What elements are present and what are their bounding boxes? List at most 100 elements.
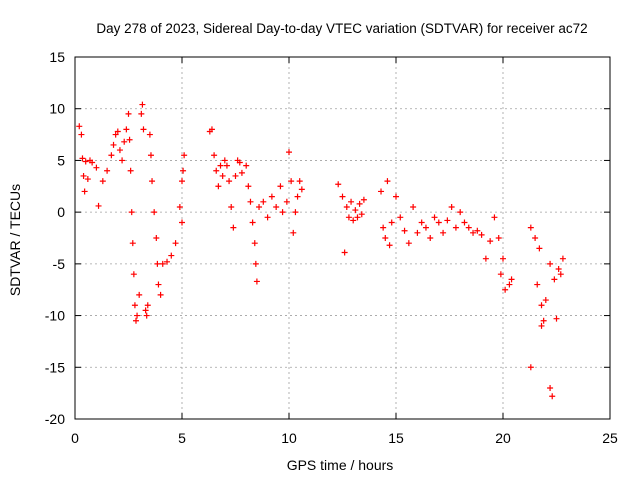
data-point — [553, 315, 560, 322]
data-point — [256, 203, 263, 210]
data-point — [82, 158, 89, 165]
data-point — [108, 152, 115, 159]
data-point — [414, 229, 421, 236]
data-point — [132, 317, 139, 324]
data-point — [99, 178, 106, 185]
data-point — [380, 224, 387, 231]
data-point — [81, 188, 88, 195]
data-point — [288, 178, 295, 185]
grid-lines — [75, 57, 610, 419]
data-point — [482, 255, 489, 262]
data-point — [260, 198, 267, 205]
data-point — [172, 240, 179, 247]
data-point — [547, 384, 554, 391]
data-point — [388, 219, 395, 226]
data-point — [448, 203, 455, 210]
data-point — [155, 281, 162, 288]
data-point — [89, 159, 96, 166]
data-point — [127, 167, 134, 174]
data-point — [422, 224, 429, 231]
y-tick-label: -10 — [45, 308, 65, 324]
plot-area-frame — [74, 56, 611, 420]
data-point — [360, 196, 367, 203]
data-point — [95, 202, 102, 209]
data-point — [140, 126, 147, 133]
data-point — [508, 276, 515, 283]
data-point — [119, 157, 126, 164]
data-point — [125, 110, 132, 117]
data-point — [532, 235, 539, 241]
data-point — [487, 238, 494, 245]
data-point — [547, 260, 554, 267]
data-point — [154, 260, 161, 267]
y-tick-label: -15 — [45, 359, 65, 375]
data-point — [418, 219, 425, 226]
data-point — [80, 172, 87, 179]
data-point — [93, 164, 100, 171]
data-point — [386, 242, 393, 249]
data-point — [252, 260, 259, 267]
data-point — [264, 214, 271, 221]
data-point — [208, 126, 215, 133]
data-point — [226, 178, 233, 185]
data-point — [230, 224, 237, 231]
data-point — [292, 209, 299, 216]
data-point — [497, 271, 504, 278]
data-point — [283, 198, 290, 205]
data-point — [290, 229, 297, 236]
data-point — [211, 152, 218, 159]
data-point — [232, 172, 239, 179]
data-point — [384, 178, 391, 185]
data-point — [358, 211, 365, 218]
data-point — [121, 138, 128, 145]
data-point — [341, 249, 348, 256]
y-tick-label: 5 — [57, 152, 65, 168]
data-point — [465, 224, 472, 231]
data-point — [213, 167, 220, 174]
data-point — [164, 258, 171, 265]
data-point — [540, 317, 547, 324]
y-tick-label: -20 — [45, 411, 65, 427]
data-point — [180, 167, 187, 174]
data-point — [243, 162, 250, 169]
data-point — [114, 128, 121, 135]
data-point — [146, 131, 153, 138]
data-point — [378, 188, 385, 195]
data-point — [78, 131, 85, 138]
data-point — [534, 281, 541, 288]
data-point — [176, 203, 183, 210]
x-tick-label: 15 — [388, 430, 404, 446]
data-point — [502, 286, 509, 293]
chart-title: Day 278 of 2023, Sidereal Day-to-day VTE… — [96, 21, 587, 36]
data-point — [268, 193, 275, 200]
data-point — [279, 209, 286, 216]
data-point — [142, 307, 149, 314]
data-point — [139, 101, 146, 108]
data-point — [444, 217, 451, 224]
data-point — [435, 219, 442, 226]
data-point — [352, 207, 359, 214]
data-point — [277, 183, 284, 190]
data-point — [500, 255, 506, 262]
data-point — [251, 240, 258, 247]
data-point — [551, 276, 558, 283]
data-point — [134, 312, 141, 319]
data-point — [217, 162, 224, 169]
data-point — [474, 227, 481, 234]
data-point — [348, 198, 355, 205]
data-point — [138, 110, 145, 117]
y-tick-label: 15 — [49, 49, 65, 65]
y-tick-label: -5 — [53, 256, 66, 272]
data-point — [286, 149, 292, 156]
data-point — [393, 193, 399, 200]
data-point — [506, 281, 513, 288]
data-point — [457, 209, 464, 216]
data-point — [557, 271, 564, 278]
data-point — [536, 245, 543, 252]
data-point — [159, 260, 166, 267]
data-points — [76, 101, 566, 400]
data-point — [431, 214, 438, 221]
data-point — [157, 291, 164, 298]
data-point — [538, 302, 545, 309]
x-tick-label: 20 — [495, 430, 511, 446]
